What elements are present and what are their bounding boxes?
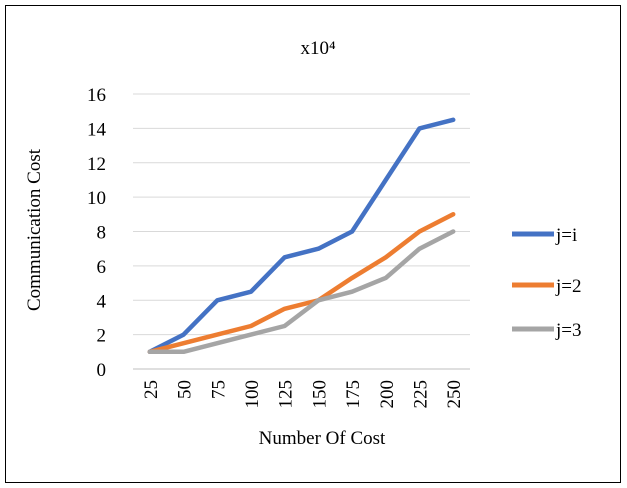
legend-label: j=2 <box>555 276 582 297</box>
x-tick-label: 50 <box>175 380 196 399</box>
y-tick-label: 8 <box>97 223 107 244</box>
x-tick-label: 200 <box>377 380 398 409</box>
gridlines <box>133 93 470 370</box>
series-line-j=2 <box>147 212 456 355</box>
x-tick-label: 175 <box>343 380 364 409</box>
series-lines <box>147 117 456 355</box>
x-tick-label: 225 <box>410 380 431 409</box>
y-tick-label: 12 <box>87 154 106 175</box>
y-tick-label: 6 <box>97 257 107 278</box>
x-tick-label: 125 <box>276 380 297 409</box>
x-tick-label: 250 <box>444 380 465 409</box>
y-tick-labels: 0 2 4 6 8 10 12 14 16 <box>87 85 107 381</box>
y-tick-label: 2 <box>97 326 107 347</box>
chart-title: x10⁴ <box>300 38 336 59</box>
y-tick-label: 16 <box>87 85 106 106</box>
x-tick-label: 25 <box>141 380 162 399</box>
chart-frame <box>5 5 621 483</box>
y-tick-label: 14 <box>87 119 107 140</box>
series-line-j=3 <box>147 229 456 355</box>
y-tick-label: 0 <box>97 360 107 381</box>
y-axis-label: Communication Cost <box>24 148 45 311</box>
series-line-j=i <box>147 117 456 355</box>
y-tick-label: 10 <box>87 188 106 209</box>
legend: j=i j=2 j=3 <box>512 225 582 341</box>
legend-label: j=i <box>555 225 577 246</box>
x-tick-label: 150 <box>309 380 330 409</box>
x-tick-label: 100 <box>242 380 263 409</box>
legend-label: j=3 <box>555 320 582 341</box>
x-tick-labels: 25 50 75 100 125 150 175 200 225 250 <box>141 380 465 409</box>
x-axis-label: Number Of Cost <box>259 428 386 449</box>
y-tick-label: 4 <box>97 291 107 312</box>
x-tick-label: 75 <box>208 380 229 399</box>
